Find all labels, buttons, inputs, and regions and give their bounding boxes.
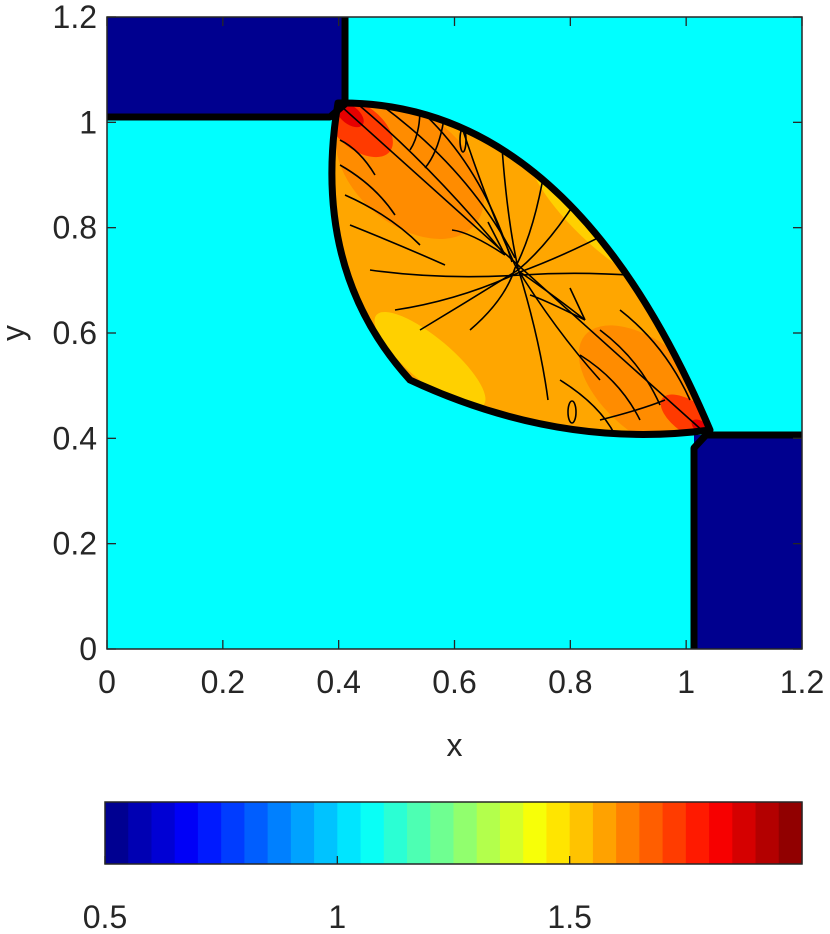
contour-line <box>454 105 601 381</box>
lower-right-block-boundary <box>690 431 802 649</box>
x-tick-label: 1.2 <box>780 664 824 700</box>
contour-line <box>339 164 396 216</box>
colorbar-swatch <box>290 802 315 864</box>
contour-line <box>487 221 506 256</box>
x-tick-label: 0.2 <box>201 664 245 700</box>
colorbar-tick-label: 1.5 <box>547 899 591 934</box>
lower-right-block <box>694 435 802 649</box>
colorbar-swatch <box>430 802 455 864</box>
contour-line <box>339 139 376 176</box>
y-tick-label: 0 <box>79 631 97 667</box>
y-tick-label: 0.6 <box>53 315 97 351</box>
contour-line <box>619 309 691 401</box>
colorbar-swatch <box>546 802 571 864</box>
y-tick-label: 0.4 <box>53 420 97 456</box>
lens-yellow-band-lower <box>374 311 486 409</box>
colorbar-swatch <box>755 802 780 864</box>
colorbar-swatch <box>337 802 362 864</box>
x-tick-label: 0.4 <box>316 664 360 700</box>
colorbar-swatch <box>499 802 524 864</box>
colorbar-frame <box>104 801 803 865</box>
colorbar-swatch <box>662 802 687 864</box>
colorbar-swatch <box>314 802 338 864</box>
contour-line <box>359 105 506 256</box>
contour-line <box>349 224 446 266</box>
colorbar-swatch <box>685 802 710 864</box>
y-axis-label: y <box>0 325 31 341</box>
colorbar-tick-label: 0.5 <box>83 899 127 934</box>
contour-line <box>344 194 421 246</box>
contour-line <box>559 379 616 435</box>
colorbar-swatch <box>569 802 594 864</box>
shock-boundaries <box>107 17 802 649</box>
colorbar-swatch <box>616 802 640 864</box>
colorbar-swatch <box>592 802 617 864</box>
upper-left-block <box>107 17 345 117</box>
colorbar-swatch <box>174 802 199 864</box>
y-tick-label: 0.2 <box>53 526 97 562</box>
colorbar-swatch <box>267 802 292 864</box>
colorbar-swatch <box>732 802 757 864</box>
colorbar-swatch <box>105 802 129 864</box>
colorbar-swatch <box>360 802 385 864</box>
colorbar-swatch <box>151 802 176 864</box>
contour-line <box>599 329 661 406</box>
colorbar-swatch <box>476 802 501 864</box>
x-tick-label: 0.6 <box>432 664 476 700</box>
colorbar-swatch <box>407 802 431 864</box>
colorbar: 0.5 1 1.5 <box>83 801 803 934</box>
x-tick-label: 0.8 <box>548 664 592 700</box>
colorbar-swatch <box>453 802 478 864</box>
y-tick-label: 1.2 <box>53 0 97 35</box>
colorbar-swatch <box>709 802 733 864</box>
colorbar-tick-label: 1 <box>328 899 346 934</box>
lens-boundary <box>328 99 714 438</box>
contour-line <box>579 354 641 421</box>
colorbar-swatch <box>778 802 803 864</box>
x-tick-label: 0 <box>98 664 116 700</box>
y-tick-label: 1 <box>79 104 97 140</box>
colorbar-swatch <box>639 802 664 864</box>
axes: 0 0.2 0.4 0.6 0.8 1 1.2 0 0.2 0.4 0.6 0.8 1 1.2 x y <box>0 0 824 763</box>
colorbar-swatch <box>383 802 408 864</box>
contour-line <box>599 399 666 421</box>
colorbar-swatch <box>244 802 269 864</box>
colorbar-swatch <box>197 802 222 864</box>
plot-area <box>107 17 802 649</box>
colorbar-swatch <box>128 802 153 864</box>
contour-line <box>499 114 549 401</box>
contour-line <box>569 287 586 321</box>
x-axis-label: x <box>447 727 463 763</box>
colorbar-swatch <box>221 802 245 864</box>
colorbar-swatch <box>523 802 548 864</box>
contour-loop <box>567 400 577 424</box>
y-tick-label: 0.8 <box>53 210 97 246</box>
x-tick-label: 1 <box>677 664 695 700</box>
